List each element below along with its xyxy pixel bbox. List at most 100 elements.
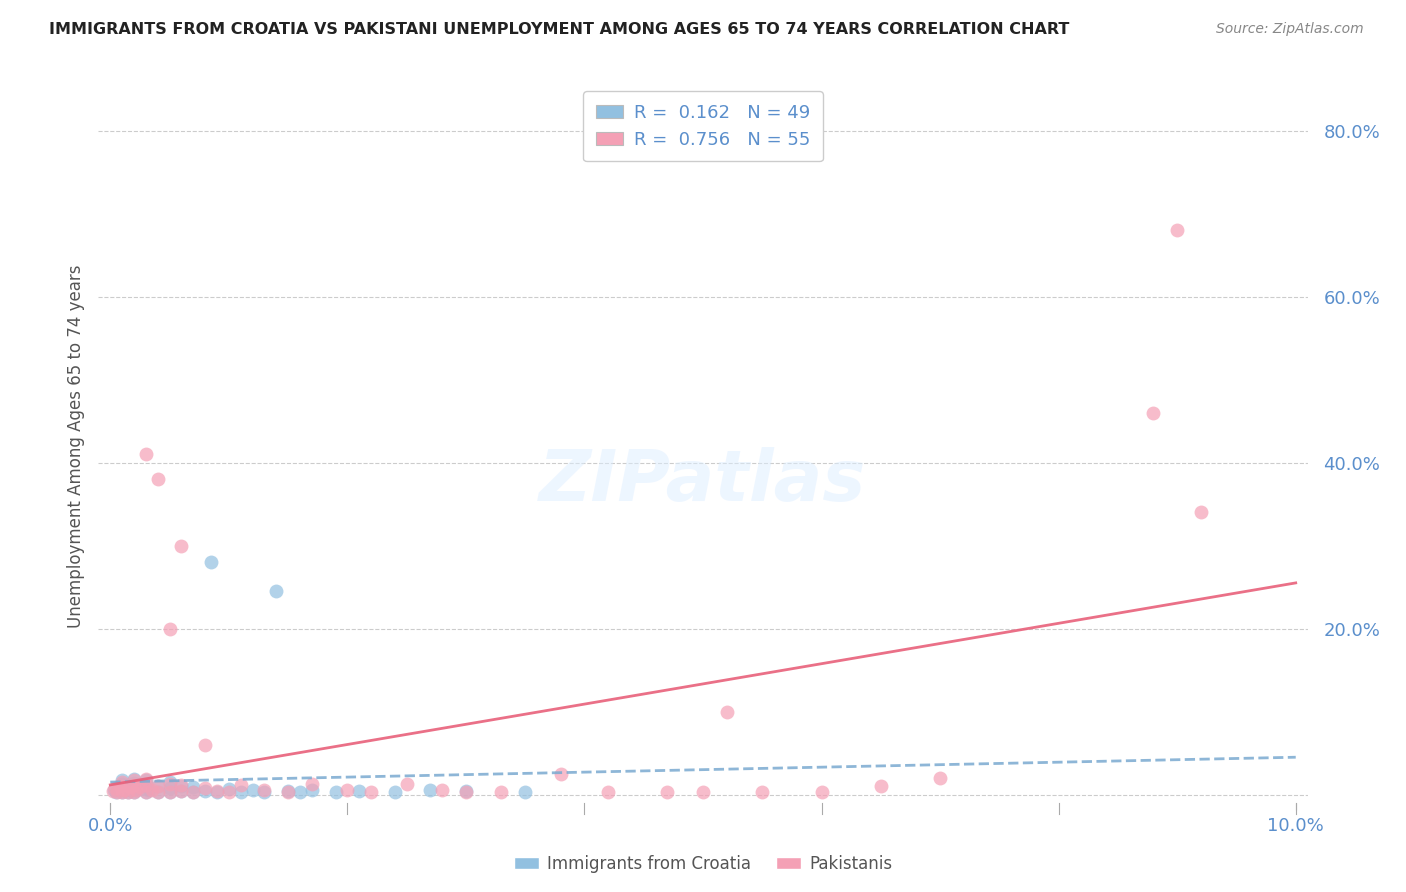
Point [325, 785, 347, 799]
Point [395, 777, 418, 791]
Point [869, 779, 891, 793]
Point [170, 539, 193, 553]
Point [205, 785, 228, 799]
Point [194, 784, 217, 798]
Point [288, 785, 311, 799]
Point [125, 783, 148, 797]
Point [111, 780, 134, 795]
Point [122, 776, 145, 790]
Point [360, 785, 382, 799]
Point [159, 777, 181, 791]
Point [1189, 505, 1212, 519]
Point [277, 784, 299, 798]
Point [135, 777, 157, 791]
Point [419, 783, 441, 797]
Point [111, 775, 134, 789]
Point [515, 785, 537, 799]
Point [229, 778, 252, 792]
Point [550, 766, 572, 780]
Point [135, 785, 157, 799]
Point [103, 783, 125, 797]
Point [205, 784, 228, 798]
Point [454, 784, 477, 798]
Point [200, 555, 222, 569]
Point [170, 784, 193, 798]
Point [104, 780, 127, 795]
Point [277, 785, 299, 799]
Point [122, 778, 145, 792]
Point [146, 779, 169, 793]
Y-axis label: Unemployment Among Ages 65 to 74 years: Unemployment Among Ages 65 to 74 years [66, 264, 84, 628]
Text: ZIPatlas: ZIPatlas [540, 447, 866, 516]
Point [122, 785, 145, 799]
Point [810, 785, 832, 799]
Point [105, 785, 128, 799]
Point [135, 772, 157, 786]
Point [218, 785, 240, 799]
Point [117, 785, 139, 799]
Point [107, 781, 129, 796]
Point [135, 772, 157, 787]
Point [929, 771, 952, 785]
Point [101, 784, 124, 798]
Point [181, 785, 204, 799]
Point [657, 785, 679, 799]
Point [120, 782, 142, 797]
Point [146, 472, 169, 486]
Point [301, 777, 323, 791]
Point [135, 781, 157, 796]
Point [253, 785, 276, 799]
Point [336, 782, 359, 797]
Point [111, 785, 134, 799]
Point [194, 738, 217, 752]
Point [122, 780, 145, 795]
Point [751, 785, 773, 799]
Point [141, 782, 163, 797]
Point [347, 784, 370, 798]
Point [170, 779, 193, 793]
Point [181, 780, 204, 794]
Point [146, 779, 169, 793]
Point [264, 584, 287, 599]
Point [117, 785, 139, 799]
Point [218, 781, 240, 796]
Point [146, 785, 169, 799]
Point [159, 622, 181, 636]
Legend: Immigrants from Croatia, Pakistanis: Immigrants from Croatia, Pakistanis [508, 848, 898, 880]
Point [122, 772, 145, 787]
Text: Source: ZipAtlas.com: Source: ZipAtlas.com [1216, 22, 1364, 37]
Point [170, 778, 193, 792]
Point [598, 785, 620, 799]
Point [301, 782, 323, 797]
Point [159, 780, 181, 795]
Point [170, 784, 193, 798]
Point [159, 775, 181, 789]
Point [229, 785, 252, 799]
Point [125, 783, 148, 797]
Point [122, 785, 145, 799]
Point [454, 785, 477, 799]
Point [432, 782, 454, 797]
Point [108, 779, 131, 793]
Point [384, 785, 406, 799]
Point [135, 778, 157, 792]
Point [135, 447, 157, 461]
Point [111, 777, 134, 791]
Point [114, 780, 136, 794]
Point [122, 772, 145, 786]
Point [114, 783, 136, 797]
Point [111, 772, 134, 787]
Point [491, 785, 513, 799]
Point [159, 785, 181, 799]
Point [117, 778, 139, 792]
Point [692, 785, 714, 799]
Point [181, 785, 204, 799]
Point [1166, 223, 1188, 237]
Point [129, 780, 152, 794]
Point [138, 783, 160, 797]
Legend: R =  0.162   N = 49, R =  0.756   N = 55: R = 0.162 N = 49, R = 0.756 N = 55 [583, 91, 823, 161]
Point [120, 780, 142, 794]
Point [114, 782, 136, 797]
Text: IMMIGRANTS FROM CROATIA VS PAKISTANI UNEMPLOYMENT AMONG AGES 65 TO 74 YEARS CORR: IMMIGRANTS FROM CROATIA VS PAKISTANI UNE… [49, 22, 1070, 37]
Point [105, 785, 128, 799]
